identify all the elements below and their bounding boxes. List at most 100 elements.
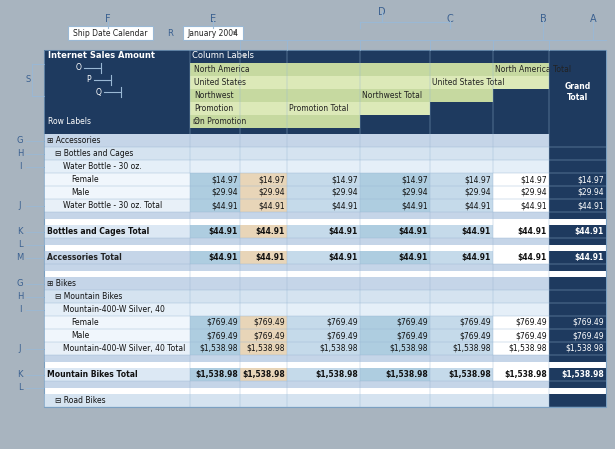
Text: United States: United States [194, 78, 246, 87]
Bar [287, 264, 360, 271]
Bar [493, 264, 549, 271]
Text: $44.91: $44.91 [256, 227, 285, 236]
Bar [240, 212, 287, 219]
Bar [493, 303, 549, 316]
Bar [44, 50, 606, 134]
Text: D: D [378, 7, 386, 17]
Text: $769.49: $769.49 [207, 318, 238, 327]
Bar [493, 238, 549, 245]
Text: United States Total: United States Total [432, 78, 504, 87]
Text: $44.91: $44.91 [256, 253, 285, 262]
Bar [430, 342, 493, 355]
Text: Promotion: Promotion [194, 104, 233, 113]
Bar [430, 264, 493, 271]
Text: J: J [18, 344, 22, 353]
Text: $44.91: $44.91 [399, 253, 428, 262]
Bar [240, 329, 287, 342]
Text: ▾: ▾ [244, 53, 247, 59]
Bar [190, 342, 240, 355]
Bar [360, 160, 430, 173]
Text: $1,538.98: $1,538.98 [566, 344, 604, 353]
Bar [44, 238, 190, 245]
Text: J: J [18, 201, 22, 210]
Text: I: I [18, 162, 22, 171]
Bar [430, 238, 493, 245]
Bar [493, 368, 549, 381]
Text: $1,538.98: $1,538.98 [242, 370, 285, 379]
Text: $29.94: $29.94 [520, 188, 547, 197]
Bar [360, 316, 430, 329]
Text: $44.91: $44.91 [575, 253, 604, 262]
Bar [493, 173, 549, 186]
Bar [240, 173, 287, 186]
Bar [44, 160, 190, 173]
Bar [549, 199, 606, 212]
Bar [360, 394, 430, 407]
Bar [190, 316, 240, 329]
Bar [493, 199, 549, 212]
Text: $1,538.98: $1,538.98 [315, 370, 358, 379]
Text: $1,538.98: $1,538.98 [509, 344, 547, 353]
Text: P: P [87, 75, 91, 84]
Text: Male: Male [71, 188, 89, 197]
Text: G: G [17, 136, 23, 145]
Bar [44, 199, 190, 212]
Text: $14.97: $14.97 [258, 175, 285, 184]
Text: $29.94: $29.94 [577, 188, 604, 197]
Bar [493, 160, 549, 173]
Bar [44, 303, 190, 316]
Text: K: K [17, 370, 23, 379]
Bar [430, 225, 493, 238]
Text: $769.49: $769.49 [253, 331, 285, 340]
Bar [190, 290, 240, 303]
Bar [44, 147, 190, 160]
Text: $769.49: $769.49 [515, 331, 547, 340]
Bar [190, 63, 606, 76]
Text: Mountain-400-W Silver, 40: Mountain-400-W Silver, 40 [63, 305, 165, 314]
Bar [240, 342, 287, 355]
Bar [549, 368, 606, 381]
Bar [430, 394, 493, 407]
Text: $29.94: $29.94 [331, 188, 358, 197]
Text: $1,538.98: $1,538.98 [385, 370, 428, 379]
Text: ☑: ☑ [192, 119, 198, 124]
Bar [549, 186, 606, 199]
Text: $44.91: $44.91 [520, 201, 547, 210]
Text: $1,538.98: $1,538.98 [389, 344, 428, 353]
Bar [240, 186, 287, 199]
Bar [240, 225, 287, 238]
Text: Water Bottle - 30 oz. Total: Water Bottle - 30 oz. Total [63, 201, 162, 210]
Text: $769.49: $769.49 [459, 331, 491, 340]
Bar [44, 50, 606, 407]
Text: $44.91: $44.91 [402, 201, 428, 210]
Text: O: O [76, 63, 82, 72]
Text: $1,538.98: $1,538.98 [199, 344, 238, 353]
Text: K: K [17, 227, 23, 236]
Text: L: L [18, 240, 22, 249]
Bar [493, 186, 549, 199]
Text: $769.49: $769.49 [253, 318, 285, 327]
Bar [240, 355, 287, 362]
Text: $1,538.98: $1,538.98 [320, 344, 358, 353]
Bar [493, 147, 549, 160]
Bar [549, 264, 606, 271]
Bar [430, 134, 493, 147]
Bar [287, 368, 360, 381]
Bar [190, 212, 240, 219]
Bar [44, 212, 190, 219]
Text: Row Labels: Row Labels [48, 117, 91, 126]
Bar [430, 147, 493, 160]
Bar [183, 26, 243, 40]
Bar [240, 394, 287, 407]
Bar [493, 134, 549, 147]
Bar [287, 173, 360, 186]
Bar [190, 173, 240, 186]
Bar [240, 199, 287, 212]
Bar [44, 134, 190, 147]
Bar [44, 394, 190, 407]
Text: Mountain-400-W Silver, 40 Total: Mountain-400-W Silver, 40 Total [63, 344, 185, 353]
Bar [190, 76, 549, 89]
Bar [44, 342, 190, 355]
Text: $44.91: $44.91 [518, 227, 547, 236]
Bar [493, 342, 549, 355]
